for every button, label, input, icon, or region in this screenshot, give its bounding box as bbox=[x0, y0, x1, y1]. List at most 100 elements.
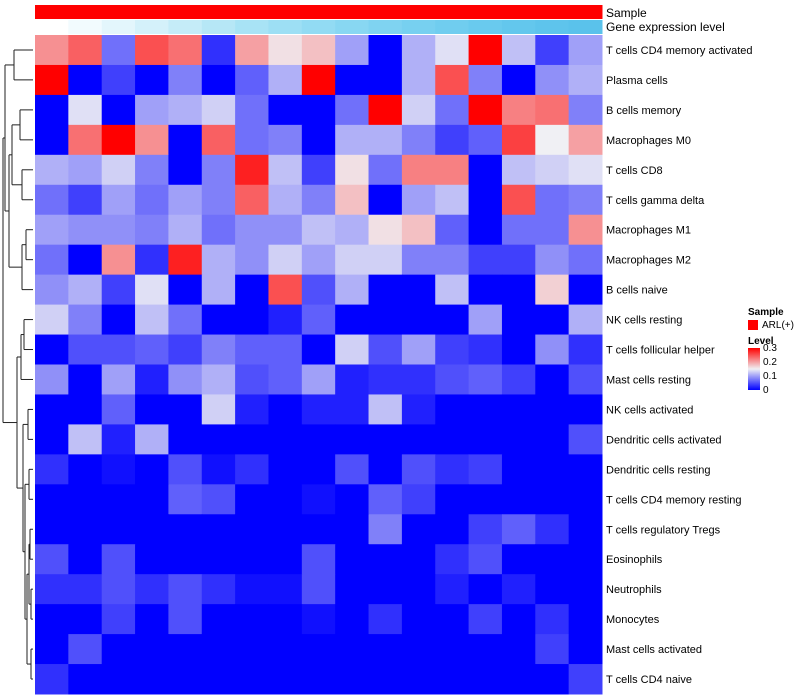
heatmap-cell bbox=[68, 154, 103, 186]
heatmap-cell bbox=[168, 244, 203, 276]
heatmap-cell bbox=[101, 64, 136, 96]
heatmap-cell bbox=[168, 364, 203, 395]
heatmap-cell bbox=[135, 64, 169, 96]
heatmap-cell bbox=[401, 604, 436, 635]
heatmap-cell bbox=[501, 544, 536, 575]
heatmap-cell bbox=[35, 424, 69, 455]
gene-expression-annotation-cell bbox=[468, 20, 503, 34]
heatmap-cell bbox=[168, 304, 203, 336]
heatmap-cell bbox=[201, 154, 236, 186]
heatmap-cells bbox=[35, 35, 603, 695]
row-label: T cells CD8 bbox=[606, 165, 663, 177]
heatmap-cell bbox=[35, 544, 69, 575]
annotation-tracks: Sample Gene expression level bbox=[35, 5, 725, 34]
heatmap-cell bbox=[135, 664, 169, 695]
heatmap-cell bbox=[68, 634, 103, 665]
heatmap-cell bbox=[368, 124, 403, 156]
row-label: T cells CD4 naive bbox=[606, 674, 692, 686]
heatmap-cell bbox=[101, 604, 136, 635]
heatmap-cell bbox=[68, 424, 103, 455]
heatmap-cell bbox=[335, 574, 370, 605]
heatmap-cell bbox=[35, 64, 69, 96]
gene-expression-annotation-cell bbox=[535, 20, 570, 34]
heatmap-cell bbox=[101, 364, 136, 395]
sample-annotation-cell bbox=[68, 5, 103, 19]
heatmap-cell bbox=[535, 394, 570, 425]
heatmap-cell bbox=[168, 184, 203, 216]
heatmap-cell bbox=[501, 214, 536, 246]
heatmap-cell bbox=[535, 304, 570, 336]
heatmap-cell bbox=[68, 514, 103, 545]
heatmap-cell bbox=[301, 424, 336, 455]
heatmap-cell bbox=[101, 424, 136, 455]
row-label: Mast cells activated bbox=[606, 644, 702, 656]
heatmap-cell bbox=[468, 124, 503, 156]
heatmap-cell bbox=[168, 394, 203, 425]
heatmap-cell bbox=[268, 35, 303, 66]
legend-tick-label: 0.3 bbox=[763, 343, 777, 354]
heatmap-cell bbox=[301, 514, 336, 545]
heatmap-cell bbox=[501, 394, 536, 425]
heatmap-cell bbox=[368, 424, 403, 455]
heatmap-cell bbox=[401, 634, 436, 665]
gene-expression-track bbox=[35, 20, 603, 34]
row-label: Monocytes bbox=[606, 614, 660, 626]
heatmap-cell bbox=[35, 394, 69, 425]
heatmap-cell bbox=[335, 124, 370, 156]
row-label: Dendritic cells resting bbox=[606, 464, 711, 476]
heatmap-cell bbox=[301, 634, 336, 665]
row-label: T cells regulatory Tregs bbox=[606, 524, 721, 536]
heatmap-cell bbox=[435, 604, 470, 635]
heatmap-cell bbox=[535, 154, 570, 186]
heatmap-cell bbox=[501, 244, 536, 276]
legend-tick-label: 0.1 bbox=[763, 371, 777, 382]
heatmap-cell bbox=[235, 604, 269, 635]
heatmap-cell bbox=[568, 514, 603, 545]
heatmap-cell bbox=[35, 154, 69, 186]
heatmap-cell bbox=[168, 634, 203, 665]
heatmap-cell bbox=[401, 664, 436, 695]
legend: Sample ARL(+) Level 0.3 0.2 0.1 0 bbox=[748, 307, 794, 396]
row-label: NK cells activated bbox=[606, 404, 693, 416]
heatmap-cell bbox=[35, 484, 69, 515]
heatmap-cell bbox=[135, 454, 169, 485]
heatmap-cell bbox=[401, 574, 436, 605]
sample-annotation-cell bbox=[401, 5, 436, 19]
heatmap-cell bbox=[135, 244, 169, 276]
gene-expression-annotation-cell bbox=[135, 20, 169, 34]
heatmap-cell bbox=[568, 364, 603, 395]
heatmap-cell bbox=[468, 574, 503, 605]
gene-expression-annotation-cell bbox=[401, 20, 436, 34]
heatmap-cell bbox=[568, 214, 603, 246]
heatmap-cell bbox=[535, 334, 570, 365]
legend-sample-swatch bbox=[748, 320, 758, 330]
heatmap-cell bbox=[568, 394, 603, 425]
sample-annotation-cell bbox=[301, 5, 336, 19]
gene-expression-annotation-cell bbox=[501, 20, 536, 34]
heatmap-cell bbox=[201, 304, 236, 336]
heatmap-cell bbox=[535, 574, 570, 605]
sample-annotation-cell bbox=[368, 5, 403, 19]
heatmap-cell bbox=[235, 334, 269, 365]
heatmap-cell bbox=[468, 214, 503, 246]
heatmap-cell bbox=[468, 244, 503, 276]
heatmap-cell bbox=[435, 184, 470, 216]
heatmap-cell bbox=[301, 244, 336, 276]
heatmap-cell bbox=[501, 124, 536, 156]
heatmap-cell bbox=[235, 64, 269, 96]
heatmap-cell bbox=[335, 154, 370, 186]
heatmap-cell bbox=[468, 484, 503, 515]
heatmap-cell bbox=[235, 574, 269, 605]
row-label: Macrophages M1 bbox=[606, 225, 691, 237]
heatmap-cell bbox=[501, 514, 536, 545]
legend-ticks: 0.3 0.2 0.1 0 bbox=[763, 343, 777, 396]
sample-track bbox=[35, 5, 603, 19]
heatmap-cell bbox=[135, 94, 169, 126]
heatmap-cell bbox=[368, 94, 403, 126]
sample-annotation-cell bbox=[435, 5, 470, 19]
heatmap-cell bbox=[468, 304, 503, 336]
heatmap-cell bbox=[501, 604, 536, 635]
heatmap-cell bbox=[135, 214, 169, 246]
heatmap-cell bbox=[568, 244, 603, 276]
heatmap-cell bbox=[268, 214, 303, 246]
